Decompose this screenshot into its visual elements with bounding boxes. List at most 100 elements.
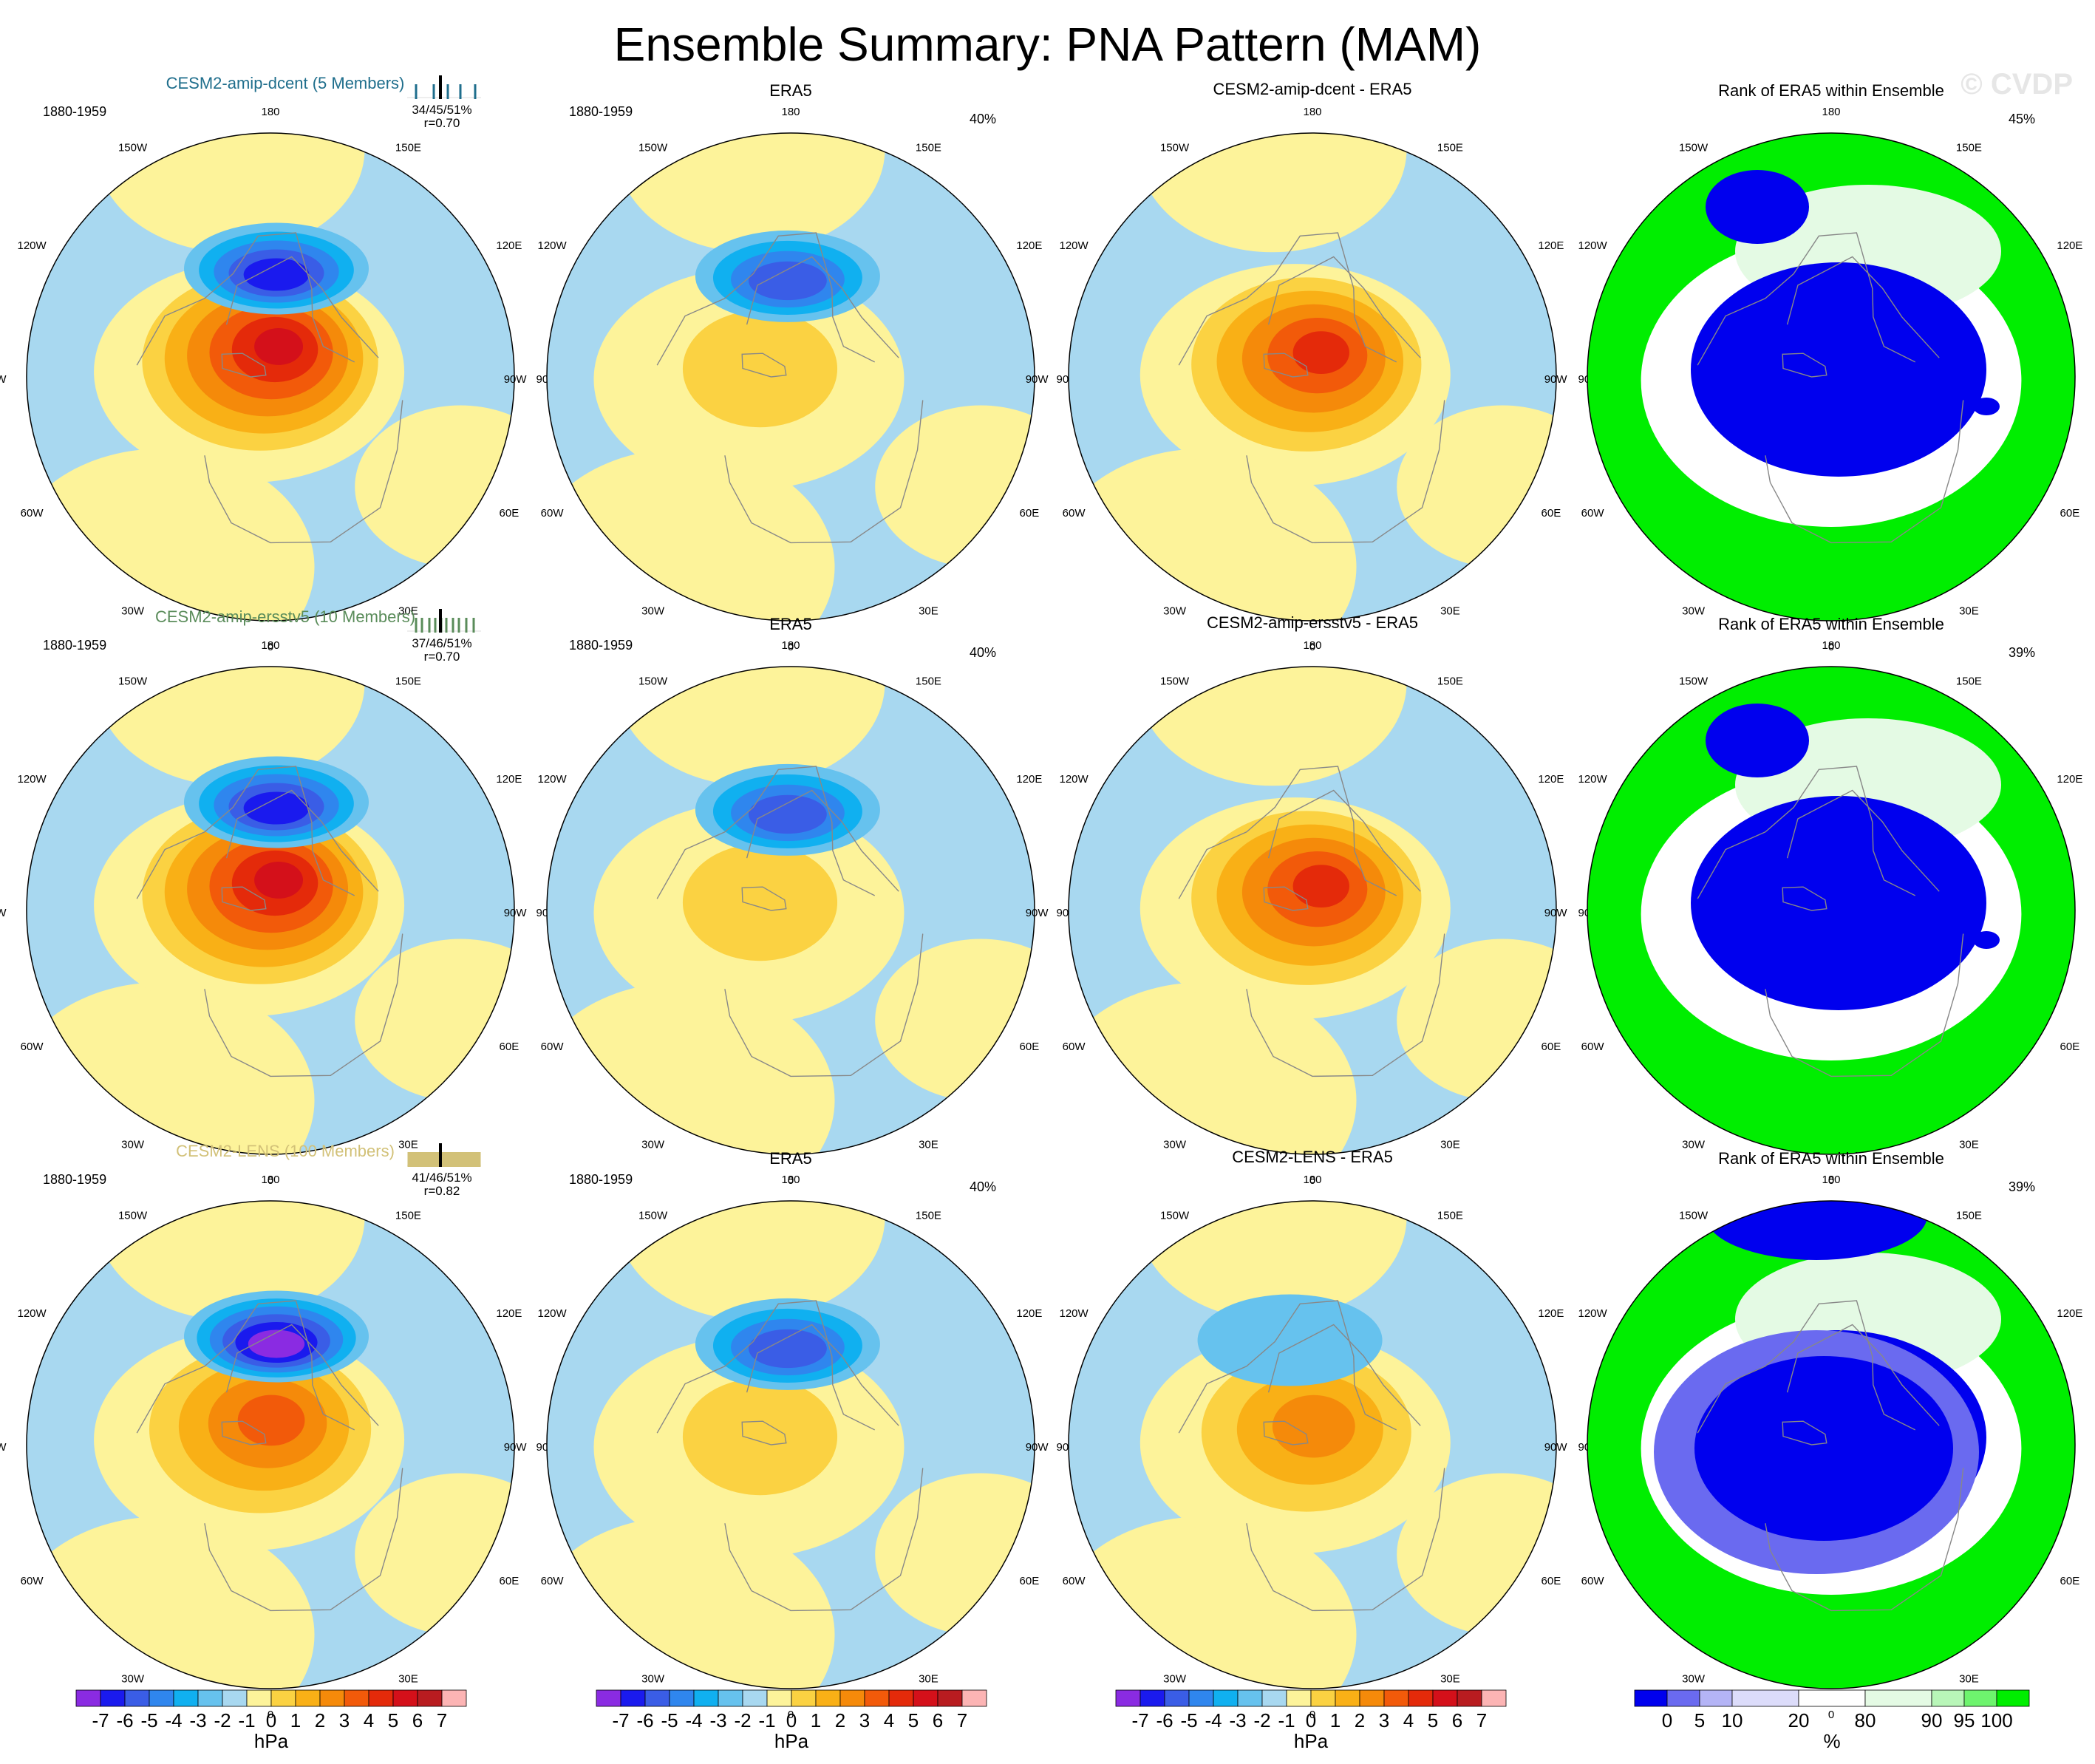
rank-colorbar-unit-label: % (1823, 1730, 1840, 1752)
member-tick (446, 84, 449, 99)
rank-r0-lon-label: 120E (2057, 239, 2082, 252)
model-r1-lon-label: 90W (0, 907, 7, 919)
model-r1-low-contour (243, 791, 310, 825)
model-r0-map-border (26, 132, 515, 622)
colorbar-swatch (270, 1689, 296, 1707)
member-tick (412, 1152, 415, 1167)
coastline (1786, 789, 1940, 892)
coastline (1178, 766, 1397, 899)
coastline-greenland (1263, 1420, 1309, 1445)
diff-r0-map-border (1068, 132, 1557, 622)
coastline (1246, 1468, 1445, 1612)
colorbar-swatch (815, 1689, 841, 1707)
colorbar-swatch (1188, 1689, 1214, 1707)
colorbar-tick-label: 4 (364, 1709, 374, 1731)
rank-r2-rank-0 (1694, 1356, 1953, 1541)
coastline (225, 1324, 379, 1426)
diff-panel-title: CESM2-amip-dcent - ERA5 (1213, 80, 1412, 98)
rank-r1-lon-label: 180 (1822, 639, 1840, 652)
member-tick (427, 1152, 430, 1167)
member-tick (465, 1152, 468, 1167)
obs-r0-map-border (546, 132, 1035, 622)
rank-r2-lon-label: 60W (1581, 1575, 1605, 1587)
colorbar-tick-label: -4 (685, 1709, 702, 1731)
member-tick (415, 618, 418, 633)
colorbar-swatch (319, 1689, 345, 1707)
coastline-greenland (1782, 1420, 1827, 1445)
model-panel-title: CESM2-LENS (100 Members) (176, 1142, 395, 1160)
colorbar-swatch (718, 1689, 743, 1707)
period-label: 1880-1959 (569, 1172, 633, 1187)
colorbar-tick-label: 0 (1306, 1709, 1316, 1731)
colorbar-tick-label: 1 (1330, 1709, 1341, 1731)
colorbar-tick-label: -6 (1156, 1709, 1173, 1731)
rank-r1-lon-label: 0 (1828, 1174, 1834, 1187)
member-tick (420, 1152, 423, 1167)
obs-r1-high-contour (682, 843, 838, 961)
model-r2-lon-label: 60E (500, 1575, 520, 1587)
coastline-greenland (221, 886, 267, 911)
obs-pct-variance: 40% (970, 112, 996, 126)
diff-r1-lon-label: 30E (1440, 1139, 1460, 1151)
model-r1-lon-label: 30E (398, 1139, 418, 1151)
colorbar-tick-label: 2 (315, 1709, 325, 1731)
model-r2-lon-label: 150E (395, 1209, 421, 1222)
diff-r2-lon-label: 150W (1160, 1209, 1190, 1222)
rank-r2-lon-label: 120W (1578, 1307, 1608, 1320)
model-r2-lon-label: 90W (0, 1441, 7, 1454)
obs-r2-positive-region (616, 1201, 885, 1321)
colorbar-tick-label: 6 (1452, 1709, 1462, 1731)
member-tick (414, 1152, 417, 1167)
member-tick (467, 1152, 470, 1167)
obs-r2-lon-label: 30W (641, 1673, 665, 1686)
coastline (1765, 933, 1964, 1077)
colorbar-swatch (344, 1689, 369, 1707)
obs-panel-title: ERA5 (769, 81, 811, 100)
rank-r2-lon-label: 150E (1956, 1209, 1982, 1222)
rank-r0-lon-label: 90W (1544, 373, 1568, 386)
rank-r2-lon-label: 30W (1682, 1673, 1706, 1686)
diff-r1-lon-label: 60W (1063, 1041, 1086, 1053)
obs-r0-lon-label: 120W (538, 239, 568, 252)
coastline (1786, 1324, 1940, 1426)
colorbar-swatch (766, 1689, 792, 1707)
member-tick (443, 1152, 446, 1167)
member-tick (432, 1152, 435, 1167)
colorbar-swatch (644, 1689, 670, 1707)
colorbar-tick-label: -7 (612, 1709, 629, 1731)
obs-r1-lon-label: 120E (1016, 773, 1042, 786)
coastline (1178, 1300, 1397, 1434)
pct-summary: 37/46/51% (412, 636, 471, 650)
member-tick (418, 1152, 421, 1167)
diff-r1-lon-label: 90W (1026, 907, 1049, 919)
rank-colorbar-swatch (1731, 1689, 1799, 1707)
rank-r2-lon-label: 120E (2057, 1307, 2082, 1320)
obs-r1-lon-label: 150W (638, 675, 668, 687)
obs-tick (439, 75, 442, 99)
rank-colorbar-tick-label: 80 (1855, 1709, 1876, 1731)
model-r2-lon-label: 180 (261, 1174, 279, 1186)
member-tick (452, 1152, 454, 1167)
diff-r2-positive-region (1069, 1516, 1357, 1689)
obs-r0-lon-label: 150W (638, 141, 668, 154)
coastline (1267, 789, 1421, 892)
obs-r1-lon-label: 150E (916, 675, 941, 687)
coastline (204, 933, 403, 1077)
colorbar-tick-label: -1 (238, 1709, 255, 1731)
coastline-greenland (741, 1420, 787, 1445)
model-r0-positive-region (27, 449, 315, 621)
diff-r2-high-contour (1272, 1394, 1355, 1458)
rank-r2-lon-label: 90W (1544, 1441, 1568, 1454)
rank-r2-field (1587, 1201, 2075, 1689)
colorbar-swatch (1457, 1689, 1482, 1707)
diff-r1-lon-label: 120W (1060, 773, 1089, 786)
coastline-greenland (741, 353, 787, 378)
diff-r1-positive-region (1137, 667, 1407, 786)
colorbar-swatch (246, 1689, 272, 1707)
obs-r2-lon-label: 90W (504, 1441, 528, 1454)
rank-colorbar-swatch (1666, 1689, 1700, 1707)
colorbar-tick-label: 4 (1403, 1709, 1414, 1731)
rank-colorbar-tick-label: 90 (1921, 1709, 1943, 1731)
colorbar-tick-label: -2 (1253, 1709, 1270, 1731)
model-r0-lon-label: 30W (121, 605, 145, 618)
